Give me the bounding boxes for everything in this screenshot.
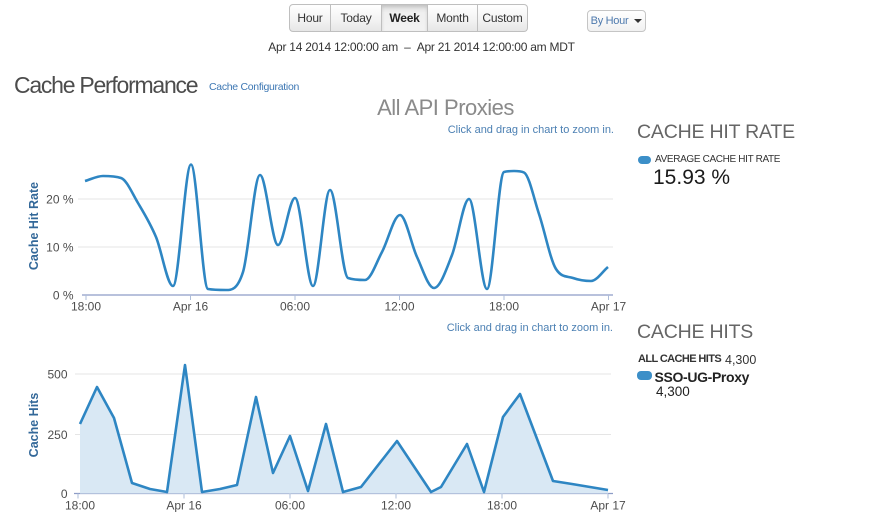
svg-text:12:00: 12:00 bbox=[384, 300, 414, 314]
svg-text:18:00: 18:00 bbox=[71, 300, 101, 314]
svg-text:Cache Hit Rate: Cache Hit Rate bbox=[27, 182, 41, 270]
svg-text:10 %: 10 % bbox=[46, 241, 74, 255]
svg-text:12:00: 12:00 bbox=[381, 499, 411, 513]
svg-text:18:00: 18:00 bbox=[65, 499, 95, 513]
svg-text:Cache Hits: Cache Hits bbox=[27, 393, 41, 458]
svg-text:Apr 17: Apr 17 bbox=[591, 300, 627, 314]
svg-text:06:00: 06:00 bbox=[275, 499, 305, 513]
svg-text:Apr 17: Apr 17 bbox=[590, 499, 626, 513]
svg-text:250: 250 bbox=[47, 428, 67, 442]
svg-text:18:00: 18:00 bbox=[487, 499, 517, 513]
svg-text:0 %: 0 % bbox=[53, 289, 74, 303]
svg-text:20 %: 20 % bbox=[46, 193, 74, 207]
svg-text:0: 0 bbox=[61, 487, 68, 501]
svg-text:Apr 16: Apr 16 bbox=[166, 499, 202, 513]
svg-text:Apr 16: Apr 16 bbox=[173, 300, 209, 314]
svg-text:06:00: 06:00 bbox=[280, 300, 310, 314]
svg-text:18:00: 18:00 bbox=[489, 300, 519, 314]
svg-text:500: 500 bbox=[47, 368, 67, 382]
